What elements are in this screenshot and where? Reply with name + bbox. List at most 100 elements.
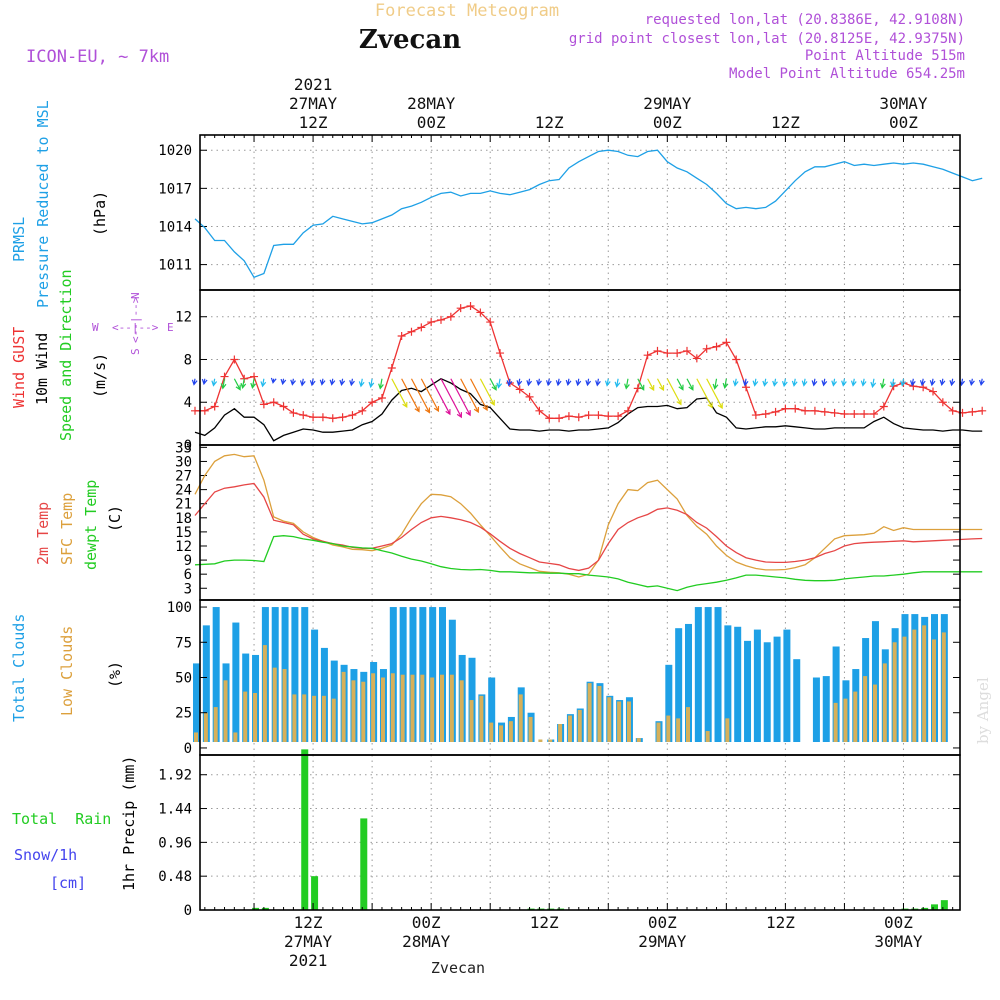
y-tick-label: 24: [175, 483, 192, 499]
y-tick-label: 6: [184, 567, 192, 583]
gust-marker: [850, 410, 859, 418]
top-time-label: 12Z: [535, 113, 564, 132]
total-cloud-bar: [320, 647, 328, 742]
low-cloud-bar: [331, 698, 336, 742]
y-tick-label: 75: [175, 635, 192, 651]
total-cloud-bar: [311, 629, 319, 742]
y-tick-label: 33: [175, 440, 192, 456]
top-time-label: 2021: [294, 75, 333, 94]
low-cloud-bar: [528, 716, 533, 742]
gust-marker: [623, 406, 632, 415]
pressure-panel: 1011 1014 1017 1020 PRMSL Pressure Reduced …: [10, 100, 983, 308]
low-cloud-bar: [341, 671, 346, 742]
wind-arrow: [368, 378, 375, 389]
gust-marker: [663, 349, 672, 358]
requested-coords: requested lon,lat (20.8386E, 42.9108N): [645, 12, 965, 28]
y-tick-label: 0: [184, 903, 192, 919]
wind-arrow: [614, 378, 621, 388]
gust-marker: [456, 304, 465, 313]
wind-arrow: [496, 378, 503, 389]
gust-marker: [938, 398, 947, 407]
bottom-time-label: 28MAY: [402, 932, 451, 951]
wind-direction-arrows: [191, 377, 985, 419]
gust-marker: [614, 412, 623, 421]
wind-arrow: [349, 378, 355, 387]
wind-arrow: [329, 378, 336, 386]
total-cloud-bar: [409, 607, 417, 742]
pressure-label-1: PRMSL: [10, 217, 28, 262]
low-cloud-bar: [203, 712, 208, 742]
wind-arrow: [479, 378, 495, 407]
low-cloud-bar: [194, 732, 198, 742]
compass-east: E: [167, 321, 174, 334]
gust-marker: [200, 406, 209, 415]
top-time-label: 12Z: [299, 113, 328, 132]
total-cloud-bar: [202, 625, 210, 742]
wind-arrow: [489, 378, 497, 391]
wind-gust-label: Wind GUST: [10, 327, 28, 408]
low-cloud-bar: [390, 673, 395, 742]
total-cloud-bar: [822, 676, 830, 742]
total-cloud-bar: [714, 607, 722, 742]
low-cloud-bar: [351, 680, 356, 742]
super-title: Forecast Meteogram: [375, 1, 559, 21]
wind-arrow: [831, 378, 838, 387]
total-cloud-bar: [724, 625, 732, 742]
temp-sfc-label: SFC Temp: [58, 493, 76, 565]
wind-arrow: [624, 378, 630, 390]
bottom-time-label: 00Z: [412, 913, 441, 932]
low-cloud-bar: [420, 674, 425, 742]
y-tick-label: 0: [184, 741, 192, 757]
low-cloud-bar: [518, 694, 523, 742]
wind-arrow: [604, 378, 611, 387]
precip-panel: 0 0.48 0.96 1.44 1.92 Total Rain Snow/1h [cm…: [12, 749, 960, 919]
y-tick-label: 25: [175, 706, 192, 722]
low-cloud-bar: [371, 673, 376, 742]
wind-arrow: [191, 378, 198, 386]
low-cloud-bar: [440, 674, 444, 742]
gust-marker: [919, 383, 928, 392]
gust-marker: [840, 410, 849, 418]
wind-arrow: [890, 378, 896, 388]
panel-frames: [199, 134, 961, 911]
gust-marker: [604, 412, 613, 421]
low-cloud-bar: [499, 725, 504, 742]
low-cloud-bar: [676, 718, 681, 742]
gust-marker: [683, 346, 691, 355]
wind-arrow: [290, 378, 296, 386]
bottom-time-label: 12Z: [530, 913, 559, 932]
gust-marker: [574, 413, 583, 422]
low-cloud-bar: [253, 693, 258, 742]
compass-core: <--|-->: [129, 296, 142, 343]
wind-arrow: [270, 377, 277, 384]
wind-arrow: [516, 378, 523, 387]
low-cloud-bar: [922, 625, 927, 742]
low-cloud-bar: [508, 721, 513, 742]
wind-arrow: [870, 378, 877, 389]
bottom-time-label: 12Z: [294, 913, 323, 932]
y-tick-label: 1014: [158, 219, 192, 235]
wind-arrow: [900, 378, 906, 387]
gust-marker: [476, 308, 485, 317]
wind-grid: [200, 290, 960, 446]
gust-marker: [269, 398, 278, 407]
low-cloud-bar: [479, 695, 484, 742]
wind-arrow: [240, 378, 247, 389]
total-cloud-bar: [468, 657, 476, 742]
total-cloud-bar: [429, 607, 437, 742]
footer-location: Zvecan: [431, 959, 485, 977]
wind-arrow: [732, 378, 739, 387]
wind-arrow: [696, 378, 713, 409]
wind-arrow: [647, 378, 655, 392]
rain-bar: [252, 907, 260, 910]
low-cloud-bar: [705, 731, 710, 742]
gust-marker: [279, 402, 288, 411]
low-cloud-bar: [932, 639, 936, 742]
total-cloud-bar: [193, 663, 200, 742]
wind-arrow: [742, 378, 749, 387]
low-cloud-bar: [843, 698, 848, 742]
model-altitude: Model Point Altitude 654.25m: [729, 66, 965, 82]
low-cloud-bar: [666, 715, 671, 742]
clouds-bars: [193, 607, 948, 742]
